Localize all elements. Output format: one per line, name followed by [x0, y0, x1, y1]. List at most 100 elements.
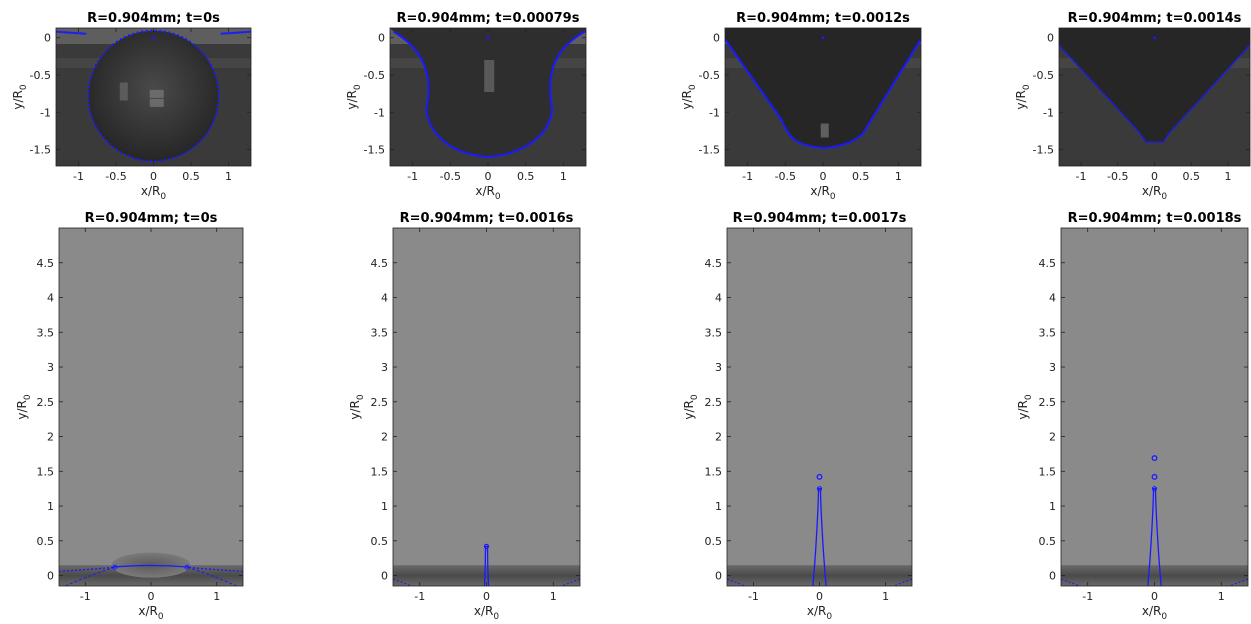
contour-point [236, 31, 239, 34]
x-tick-label: 0 [1151, 170, 1158, 183]
contour-point [87, 94, 90, 98]
contour-point [92, 121, 96, 124]
contour-point [75, 31, 78, 35]
x-tick-label: -1 [73, 170, 84, 183]
image-background [393, 228, 580, 586]
y-tick-label: 2 [47, 431, 54, 444]
x-axis-label: x/R0 [1142, 184, 1167, 202]
contour-point [220, 32, 223, 35]
contour-point [70, 31, 73, 34]
contour-point [176, 34, 180, 37]
contour-point [115, 40, 119, 43]
contour-point [87, 103, 91, 107]
x-axis-label: x/R0 [1142, 604, 1167, 622]
x-tick-label: -0.5 [440, 170, 461, 183]
y-tick-label: 4 [715, 292, 722, 305]
y-tick-label: -0.5 [1033, 69, 1054, 82]
x-tick-label: 0 [150, 170, 157, 183]
y-tick-label: 3 [715, 361, 722, 374]
contour-point [211, 68, 215, 71]
y-tick-label: -1 [1043, 106, 1054, 119]
y-tick-label: 3 [1049, 361, 1056, 374]
panel-title: R=0.904mm; t=0.0017s [733, 211, 907, 226]
panel-title: R=0.904mm; t=0s [85, 211, 218, 226]
contour-point [207, 129, 211, 132]
y-tick-label: 3.5 [705, 326, 723, 339]
y-tick-label: 0.5 [37, 535, 55, 548]
contour-point [215, 76, 218, 80]
contour-point [180, 153, 184, 156]
x-tick-label: -1 [414, 590, 425, 603]
contour-point [96, 129, 100, 132]
y-tick-label: 1.5 [371, 465, 389, 478]
contour-line [393, 30, 586, 159]
x-axis-label: x/R0 [138, 604, 163, 622]
y-axis-label: y/R0 [11, 84, 29, 109]
y-tick-label: 2.5 [705, 396, 723, 409]
x-tick-label: 1 [550, 590, 557, 603]
image-band [727, 565, 912, 586]
contour-point [245, 30, 248, 34]
y-tick-label: -1 [374, 106, 385, 119]
contour-point [88, 81, 91, 84]
y-tick-label: -0.5 [364, 69, 385, 82]
y-tick-label: -1.5 [364, 144, 385, 157]
apex-point [152, 36, 155, 40]
contour-point [96, 60, 100, 63]
contour-point [217, 99, 220, 102]
y-tick-label: 1 [47, 500, 54, 513]
contour-point [192, 146, 195, 149]
contour-point [140, 158, 144, 162]
y-tick-label: 0 [713, 32, 720, 45]
contour-point [112, 43, 115, 46]
contour-line [393, 578, 413, 586]
contour-point [112, 146, 115, 149]
contour-line [59, 566, 115, 573]
contour-point [188, 148, 192, 152]
panel-5: -1 0 1 0 0.5 1 1.5 2 2.5 3 3.5 4 4.5 R=0.904mm; t=0s x… [15, 211, 244, 622]
x-tick-label: -1 [742, 170, 753, 183]
contour-point [217, 94, 220, 98]
plot-area [390, 28, 586, 166]
jet-tip [1151, 486, 1158, 492]
x-tick-label: 1 [895, 170, 902, 183]
contour-point [119, 38, 123, 41]
contour-point [105, 49, 108, 52]
contour-line [892, 578, 912, 586]
y-tick-label: 2.5 [37, 396, 55, 409]
contour-point [159, 159, 162, 162]
y-tick-label: -0.5 [699, 69, 720, 82]
x-tick-label: 0 [148, 590, 155, 603]
reflection [149, 98, 164, 107]
panel-4: -1 -0.5 0 0.5 1 0 -0.5 -1 -1.5 R=0.904mm; t=0.001… [1014, 11, 1251, 202]
y-axis-label: y/R0 [15, 394, 33, 419]
contour-point [240, 31, 244, 34]
x-tick-label: -0.5 [1107, 170, 1128, 183]
image-background [727, 228, 912, 586]
contour-point [216, 108, 219, 111]
y-tick-label: 0.5 [1039, 535, 1057, 548]
contour-point [94, 64, 98, 67]
contour-point [234, 31, 237, 34]
contour-point [87, 99, 90, 102]
contour-point [119, 151, 123, 154]
y-tick-label: 1 [381, 500, 388, 513]
reflection [484, 60, 495, 93]
y-tick-label: -0.5 [30, 69, 51, 82]
contour-point [216, 81, 219, 84]
contour-point [112, 564, 118, 570]
y-tick-label: 1.5 [705, 465, 723, 478]
image-background [1061, 228, 1248, 586]
droplet-marker [1151, 473, 1158, 480]
contour-point [209, 64, 213, 67]
y-tick-label: 0 [381, 570, 388, 583]
panel-title: R=0.904mm; t=0.0012s [736, 11, 910, 26]
x-tick-label: -1 [407, 170, 418, 183]
panel-title: R=0.904mm; t=0.0016s [400, 211, 574, 226]
droplet-marker [1151, 455, 1158, 462]
apex-point [1153, 36, 1156, 40]
contour-point [180, 36, 184, 39]
contour-line [1228, 578, 1248, 586]
x-tick-label: 1 [213, 590, 220, 603]
contour-point [195, 143, 199, 146]
